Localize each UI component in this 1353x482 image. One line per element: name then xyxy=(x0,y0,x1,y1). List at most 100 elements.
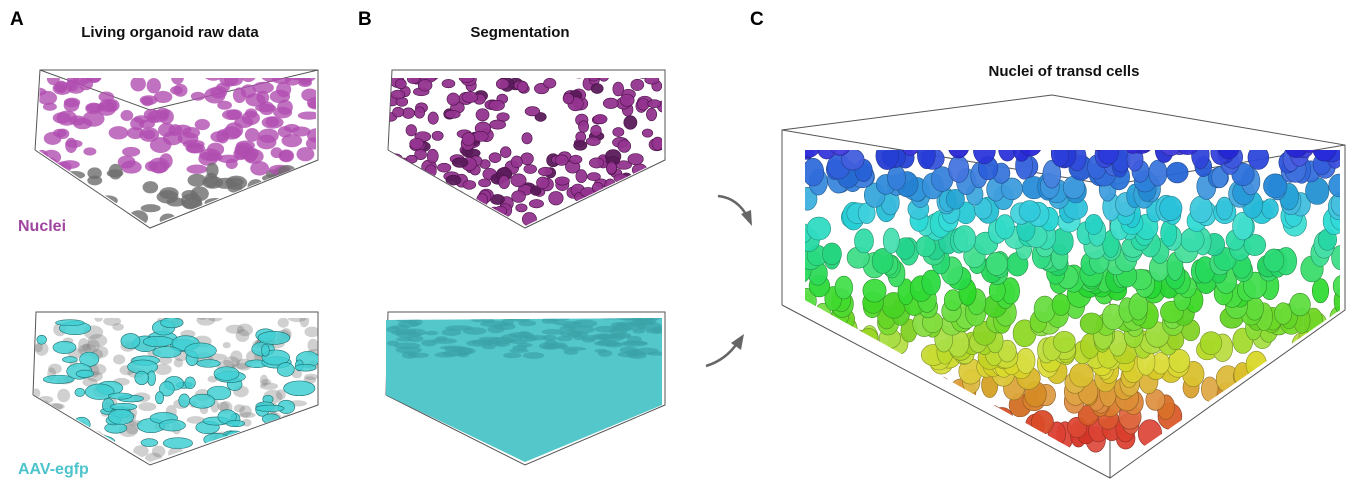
cell xyxy=(395,195,411,207)
cell xyxy=(388,154,402,164)
cell xyxy=(245,432,254,444)
cell xyxy=(624,210,640,220)
cell xyxy=(1031,410,1053,434)
cell xyxy=(33,415,59,426)
cell xyxy=(390,205,404,213)
cell xyxy=(160,214,176,226)
cell xyxy=(614,186,630,198)
cell xyxy=(258,331,290,344)
cell xyxy=(642,129,653,137)
cell xyxy=(1268,358,1285,382)
cell xyxy=(1301,362,1320,384)
cell xyxy=(442,79,455,88)
cell xyxy=(652,211,668,222)
cell xyxy=(966,427,987,452)
cell xyxy=(538,167,552,176)
cell xyxy=(544,78,556,88)
cell xyxy=(1279,421,1303,447)
cell xyxy=(502,318,514,326)
cell xyxy=(847,391,864,412)
cell xyxy=(437,163,451,172)
cell xyxy=(37,335,47,344)
cell xyxy=(1053,331,1075,352)
cell xyxy=(521,153,534,165)
cell xyxy=(222,454,241,467)
cell xyxy=(1201,377,1218,401)
cell xyxy=(463,180,476,189)
cell xyxy=(645,216,655,229)
cell xyxy=(789,382,812,407)
cell xyxy=(913,410,930,434)
cell xyxy=(432,131,443,140)
cell xyxy=(589,158,604,168)
cell xyxy=(94,209,115,223)
cell xyxy=(391,325,410,330)
cell xyxy=(897,400,917,428)
cell xyxy=(1333,275,1351,297)
cell xyxy=(1287,422,1309,447)
cell xyxy=(645,76,659,84)
cell xyxy=(393,107,404,117)
cell xyxy=(592,182,603,193)
cell xyxy=(621,183,633,196)
cell xyxy=(1258,421,1280,445)
cell xyxy=(620,94,634,106)
cell xyxy=(179,394,190,407)
cell xyxy=(261,344,269,356)
cell xyxy=(88,334,107,347)
cell xyxy=(427,149,438,163)
cell xyxy=(479,337,501,341)
cell xyxy=(833,395,854,417)
cell xyxy=(628,351,645,357)
cell xyxy=(1303,365,1322,392)
cell xyxy=(109,164,123,180)
cell xyxy=(517,81,528,92)
cell xyxy=(811,351,830,373)
cell xyxy=(1285,427,1306,451)
cell xyxy=(387,340,399,346)
cell xyxy=(201,448,219,461)
cell xyxy=(98,92,114,103)
cell xyxy=(73,118,92,129)
cell xyxy=(984,405,1002,429)
cell xyxy=(1200,332,1222,355)
cell xyxy=(55,320,84,326)
cell xyxy=(406,155,417,163)
cell xyxy=(1166,162,1188,183)
cell xyxy=(447,93,460,105)
cell xyxy=(586,137,600,146)
cell xyxy=(647,351,667,355)
cell xyxy=(817,358,834,385)
volume-render xyxy=(30,67,326,226)
cell xyxy=(624,116,637,130)
cell xyxy=(147,78,161,93)
cell xyxy=(227,447,235,460)
cell xyxy=(409,195,422,209)
cell xyxy=(829,131,851,155)
cell xyxy=(859,328,878,348)
cell xyxy=(268,430,278,439)
cell xyxy=(963,395,981,417)
cell xyxy=(918,405,936,426)
cell xyxy=(1305,367,1326,391)
cell xyxy=(257,135,277,150)
cell xyxy=(406,183,419,192)
cell xyxy=(976,411,995,431)
cell xyxy=(298,111,320,119)
cell xyxy=(498,68,508,79)
cell xyxy=(133,445,149,457)
cell xyxy=(973,137,995,164)
cell xyxy=(1149,160,1167,186)
cell xyxy=(1264,249,1284,272)
cell xyxy=(628,153,643,164)
cell xyxy=(890,424,909,450)
cell xyxy=(418,79,432,91)
cell xyxy=(254,196,267,211)
cell xyxy=(43,103,57,111)
cell xyxy=(271,147,283,158)
cell xyxy=(443,190,457,200)
cell xyxy=(953,226,975,253)
channel-label: AAV-egfp xyxy=(18,461,89,478)
cell xyxy=(884,412,902,434)
cell xyxy=(807,406,829,427)
